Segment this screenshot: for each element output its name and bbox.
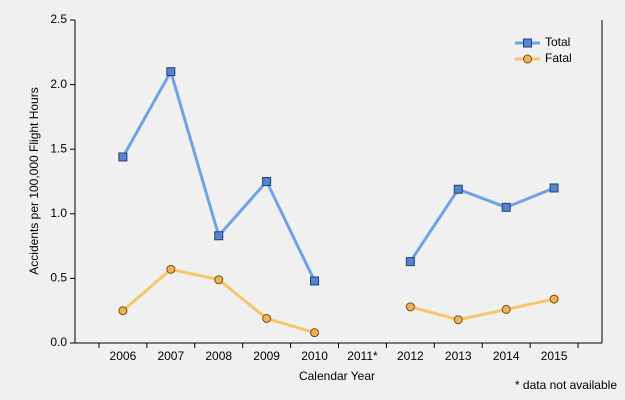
y-axis-label: Accidents per 100,000 Flight Hours	[27, 87, 41, 274]
legend-marker	[523, 38, 532, 48]
data-point	[166, 264, 176, 274]
data-point	[214, 231, 224, 241]
data-point	[453, 184, 463, 194]
data-point	[262, 313, 272, 323]
data-point	[310, 276, 320, 286]
y-tick-label: 0.0	[50, 335, 67, 349]
y-tick-label: 1.5	[50, 141, 67, 155]
annotation: * data not available	[515, 378, 617, 392]
legend-label: Total	[545, 35, 570, 49]
legend-label: Fatal	[545, 51, 572, 65]
x-tick-label: 2015	[541, 349, 568, 363]
series-line	[409, 297, 555, 322]
x-tick-label: 2014	[493, 349, 520, 363]
y-tick-label: 2.0	[50, 77, 67, 91]
y-tick-label: 1.0	[50, 206, 67, 220]
data-point	[310, 328, 320, 338]
x-tick-label: 2007	[157, 349, 184, 363]
x-tick-label: 2010	[301, 349, 328, 363]
x-tick-label: 2013	[445, 349, 472, 363]
data-point	[405, 257, 415, 267]
data-point	[501, 304, 511, 314]
x-tick-label: 2012	[397, 349, 424, 363]
legend-marker	[523, 54, 532, 64]
x-axis-label: Calendar Year	[299, 369, 375, 383]
data-point	[549, 294, 559, 304]
data-point	[166, 67, 176, 77]
x-tick-label: 2009	[253, 349, 280, 363]
x-tick-label: 2008	[205, 349, 232, 363]
y-tick-label: 2.5	[50, 12, 67, 26]
series-line	[409, 186, 555, 263]
data-point	[118, 306, 128, 316]
data-point	[453, 315, 463, 325]
data-point	[549, 183, 559, 193]
x-tick-label: 2006	[110, 349, 137, 363]
data-point	[118, 152, 128, 162]
x-tick-label: 2011*	[347, 349, 378, 363]
y-tick-label: 0.5	[50, 271, 67, 285]
data-point	[405, 302, 415, 312]
data-point	[501, 202, 511, 212]
data-point	[262, 177, 272, 186]
data-point	[214, 275, 224, 285]
